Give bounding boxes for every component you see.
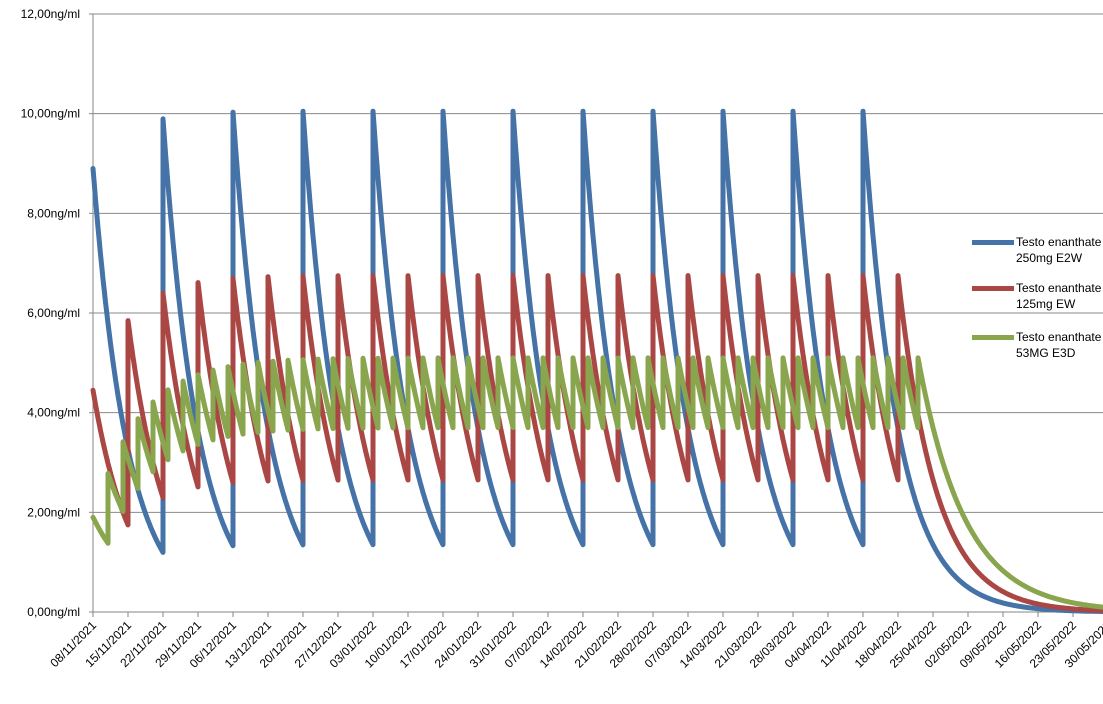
y-axis-ticks: 0,00ng/ml 2,00ng/ml 4,00ng/ml 6,00ng/ml 8,00… xyxy=(21,7,80,619)
legend-swatch xyxy=(972,335,1014,340)
y-tick-label: 2,00ng/ml xyxy=(27,505,80,519)
legend-item-53mg-e3d: Testo enanthate 53MG E3D xyxy=(972,329,1101,361)
y-tick-label: 12,00ng/ml xyxy=(21,7,80,21)
legend-label: 125mg EW xyxy=(1016,297,1076,311)
legend-item-125mg-ew: Testo enanthate 125mg EW xyxy=(972,280,1101,312)
y-tick-label: 0,00ng/ml xyxy=(27,605,80,619)
y-tick-label: 10,00ng/ml xyxy=(21,107,80,121)
legend-label: Testo enanthate xyxy=(1016,235,1102,249)
series-lines xyxy=(90,108,1103,614)
y-tick-label: 6,00ng/ml xyxy=(27,306,80,320)
legend-label: Testo enanthate xyxy=(1016,281,1102,295)
legend-item-250mg-e2w: Testo enanthate 250mg E2W xyxy=(972,234,1101,266)
x-axis-ticks: 08/11/202115/11/202122/11/202129/11/2021… xyxy=(47,618,1103,671)
y-tick-label: 8,00ng/ml xyxy=(27,206,80,220)
legend-label: Testo enanthate xyxy=(1016,330,1102,344)
legend-label: 53MG E3D xyxy=(1016,346,1076,360)
y-tick-label: 4,00ng/ml xyxy=(27,406,80,420)
series-line-2 xyxy=(90,273,1103,614)
legend-swatch xyxy=(972,240,1014,245)
series-line-3 xyxy=(90,355,1103,610)
legend-label: 250mg E2W xyxy=(1016,251,1083,265)
legend-swatch xyxy=(972,286,1014,291)
